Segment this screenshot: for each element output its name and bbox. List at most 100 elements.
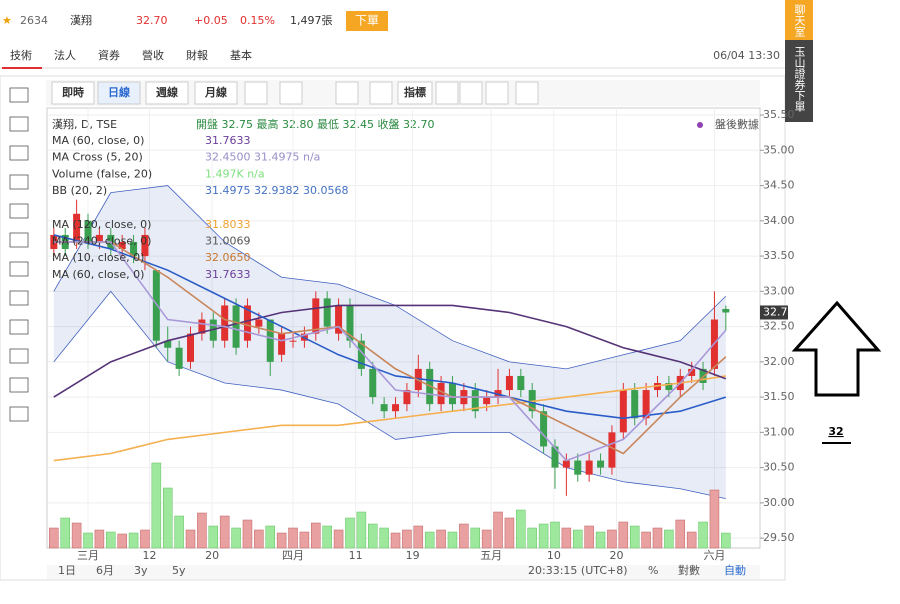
volume-bar	[573, 529, 583, 549]
legend-text: MA (60, close, 0)	[52, 134, 144, 147]
after-hours[interactable]: 盤後數據	[715, 117, 759, 131]
candle-body	[346, 305, 354, 341]
candle-body	[369, 368, 377, 398]
y-tick-label: 34.00	[763, 214, 795, 227]
legend-value: 32.4500 31.4975 n/a	[205, 151, 320, 164]
y-tick-label: 35.00	[763, 143, 795, 156]
left-tool[interactable]	[9, 377, 29, 393]
candle-body	[551, 446, 559, 468]
legend-value: 31.0069	[205, 235, 251, 248]
range-button[interactable]: 3y	[134, 564, 148, 577]
y-tick-label: 30.50	[763, 461, 795, 474]
tool-icon[interactable]	[435, 81, 459, 105]
volume-bar	[94, 529, 105, 549]
tool-icon[interactable]	[459, 81, 483, 105]
tool-button[interactable]	[397, 81, 433, 105]
candle-body	[221, 305, 229, 341]
legend-value: 31.7633	[205, 134, 251, 147]
volume-bar	[481, 529, 492, 549]
candle-body	[84, 220, 92, 242]
volume-bar	[322, 525, 332, 549]
left-tool[interactable]	[9, 290, 29, 306]
volume-bar	[527, 527, 537, 549]
tool-button[interactable]	[97, 81, 141, 105]
volume-bar	[49, 527, 59, 549]
tool-icon[interactable]	[335, 81, 359, 105]
tab[interactable]: 基本	[230, 48, 252, 62]
x-tick-label: 五月	[480, 549, 502, 562]
left-tool[interactable]	[9, 174, 29, 190]
left-tool[interactable]	[9, 116, 29, 132]
range-button[interactable]: 1日	[58, 564, 76, 577]
y-tick-label: 34.50	[763, 179, 795, 192]
x-tick-label: 三月	[77, 549, 99, 562]
tab[interactable]: 營收	[142, 48, 164, 62]
tool-label: 月線	[204, 85, 227, 99]
volume-bar	[607, 529, 617, 549]
range-button[interactable]: 5y	[172, 564, 186, 577]
tool-button[interactable]	[194, 81, 238, 105]
tab[interactable]: 財報	[186, 48, 208, 62]
y-tick-label: 31.00	[763, 425, 795, 438]
candle-body	[357, 340, 365, 369]
candle-body	[289, 340, 297, 342]
candle-body	[574, 460, 582, 475]
legend-text: BB (20, 2)	[52, 184, 107, 197]
tab[interactable]: 資券	[98, 48, 120, 62]
tab[interactable]: 法人	[54, 48, 76, 62]
star[interactable]: ★	[2, 14, 12, 27]
candle-body	[380, 404, 388, 412]
log-button[interactable]: 對數	[678, 563, 700, 577]
ma-line	[53, 241, 727, 462]
tool-icon[interactable]	[279, 81, 303, 105]
tool-icon[interactable]	[485, 81, 509, 105]
volume-bar	[185, 529, 196, 549]
volume-bar	[595, 531, 606, 549]
volume-bar	[345, 517, 355, 549]
candle-body	[642, 390, 650, 419]
pct-button[interactable]: %	[648, 564, 658, 577]
legend-text: MA (240, close, 0)	[52, 235, 151, 248]
left-tool[interactable]	[9, 87, 29, 103]
volume-bar	[276, 532, 287, 549]
order-label: 下單	[355, 14, 379, 28]
tab[interactable]: 技術	[10, 49, 32, 62]
left-tool[interactable]	[9, 319, 29, 335]
candle-body	[688, 368, 696, 376]
volume-bar	[106, 531, 116, 549]
tool-button[interactable]	[145, 81, 189, 105]
volume-bar	[208, 525, 219, 549]
x-tick-label: 12	[143, 549, 157, 562]
ma-line	[53, 375, 726, 462]
price: 32.70	[136, 14, 168, 27]
order-button[interactable]	[346, 11, 388, 31]
name: 漢翔	[70, 13, 92, 27]
tool-icon[interactable]	[515, 81, 539, 105]
candle-body	[483, 397, 491, 405]
volume-bar	[288, 527, 298, 549]
tool-icon[interactable]	[369, 81, 393, 105]
volume-bar	[140, 529, 150, 549]
order-tab[interactable]	[785, 40, 813, 122]
left-tool[interactable]	[9, 203, 29, 219]
tool-button[interactable]	[51, 81, 95, 105]
volume-bar	[652, 527, 663, 549]
side-label[interactable]: 玉山證券下單	[793, 46, 806, 112]
candle-body	[130, 241, 138, 257]
side-label[interactable]: 聊天室	[793, 3, 806, 37]
candle-body	[597, 460, 605, 468]
candle-body	[403, 390, 411, 405]
auto-button[interactable]: 自動	[724, 563, 746, 577]
candle-body	[505, 375, 513, 391]
tool-icon[interactable]	[244, 81, 268, 105]
chat-tab[interactable]	[785, 0, 813, 40]
range-button[interactable]: 6月	[96, 564, 114, 577]
left-tool[interactable]	[9, 232, 29, 248]
left-tool[interactable]	[9, 261, 29, 277]
left-tool[interactable]	[9, 145, 29, 161]
left-tool[interactable]	[9, 406, 29, 422]
y-tick-label: 35.50	[763, 108, 795, 121]
volume-bar	[721, 532, 731, 549]
left-tool[interactable]	[9, 348, 29, 364]
